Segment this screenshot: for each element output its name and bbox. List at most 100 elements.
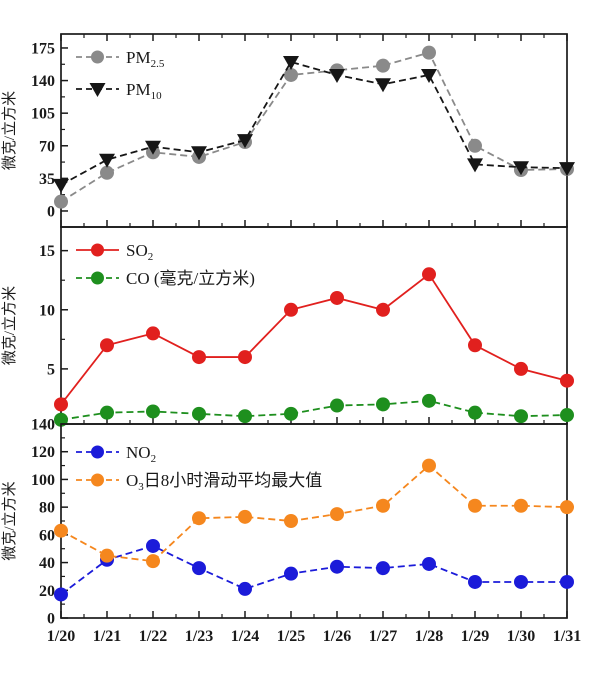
legend-label: CO (毫克/立方米) xyxy=(126,269,255,288)
series-no2-marker xyxy=(54,587,68,602)
y-axis-label: 微克/立方米 xyxy=(1,91,18,170)
series-pm10-marker xyxy=(145,140,161,155)
series-o3-marker xyxy=(192,511,206,526)
legend-marker xyxy=(89,83,106,97)
y-tick-label: 80 xyxy=(39,500,55,517)
series-pm10-marker xyxy=(329,68,345,83)
series-no2-marker xyxy=(238,581,252,596)
series-o3-marker xyxy=(284,514,298,528)
legend-marker xyxy=(91,243,104,257)
y-tick-label: 5 xyxy=(47,361,55,378)
legend-pm10: PM10 xyxy=(76,80,162,102)
y-tick-label: 175 xyxy=(31,40,55,57)
x-tick-label: 1/22 xyxy=(139,628,167,645)
series-so2-marker xyxy=(192,350,206,365)
series-o3-marker xyxy=(514,498,528,513)
series-o3-line xyxy=(60,464,568,563)
series-no2-marker xyxy=(376,561,390,576)
x-tick-label: 1/29 xyxy=(461,628,489,645)
series-co-marker xyxy=(514,409,528,424)
y-tick-label: 20 xyxy=(39,583,55,600)
y-tick-label: 100 xyxy=(31,472,55,489)
y-tick-label: 140 xyxy=(31,417,55,434)
legend-marker xyxy=(91,50,104,64)
series-pm10-marker xyxy=(99,153,115,168)
series-pm10-marker xyxy=(559,162,575,177)
series-o3-marker xyxy=(422,458,436,473)
y-tick-label: 35 xyxy=(39,171,55,188)
series-so2-marker xyxy=(468,338,482,353)
series-o3-marker xyxy=(560,500,574,515)
y-axis-label: 微克/立方米 xyxy=(1,286,18,365)
x-tick-label: 1/27 xyxy=(369,628,397,645)
y-tick-label: 120 xyxy=(31,444,55,461)
series-pm10-marker xyxy=(237,134,253,149)
x-tick-label: 1/28 xyxy=(415,628,443,645)
series-no2-marker xyxy=(468,574,482,589)
legend-label: NO2 xyxy=(126,443,156,465)
legend-pm2.5: PM2.5 xyxy=(76,48,165,70)
series-no2-marker xyxy=(422,556,436,571)
y-tick-label: 60 xyxy=(39,527,55,544)
y-tick-label: 140 xyxy=(31,73,55,90)
series-o3-marker xyxy=(238,509,252,524)
y-tick-label: 15 xyxy=(39,243,55,260)
series-pm2.5-marker xyxy=(100,165,114,180)
x-tick-label: 1/21 xyxy=(93,628,121,645)
x-tick-label: 1/24 xyxy=(231,628,259,645)
series-co-marker xyxy=(192,406,206,421)
series-co-marker xyxy=(422,393,436,408)
series-so2-marker xyxy=(330,290,344,305)
series-pm10-marker xyxy=(191,146,207,161)
series-no2-marker xyxy=(192,561,206,576)
series-co-marker xyxy=(376,397,390,412)
series-co-marker xyxy=(100,405,114,420)
series-pm2.5-marker xyxy=(54,194,68,209)
so2-co-panel: 5 10 15 微克/立方米 SO2 CO (毫克/立方米) xyxy=(1,226,574,427)
legend-so2: SO2 xyxy=(76,241,153,263)
series-no2-marker xyxy=(146,538,160,553)
series-pm2.5-marker xyxy=(468,138,482,153)
series-co-marker xyxy=(146,404,160,419)
series-so2-marker xyxy=(514,361,528,376)
series-no2-marker xyxy=(284,566,298,581)
series-so2-marker xyxy=(100,338,114,353)
series-co-line xyxy=(60,399,568,421)
series-co-marker xyxy=(284,406,298,421)
pm-panel: 0 35 70 105 140 175 微克/立方米 PM2.5 PM10 xyxy=(1,33,575,228)
series-o3-marker xyxy=(330,507,344,522)
series-pm10-marker xyxy=(53,178,69,193)
series-pm10-marker xyxy=(283,55,299,70)
legend-marker xyxy=(91,271,104,285)
series-o3-marker xyxy=(54,523,68,538)
x-tick-label: 1/25 xyxy=(277,628,305,645)
x-tick-label: 1/20 xyxy=(47,628,75,645)
series-pm10-marker xyxy=(421,68,437,83)
y-tick-label: 105 xyxy=(31,106,55,123)
series-pm10-marker xyxy=(375,78,391,93)
series-so2-marker xyxy=(284,302,298,317)
x-tick-label: 1/30 xyxy=(507,628,535,645)
y-axis-label: 微克/立方米 xyxy=(1,481,18,560)
y-tick-label: 40 xyxy=(39,555,55,572)
series-pm2.5-marker xyxy=(422,45,436,60)
series-so2-marker xyxy=(54,397,68,412)
series-co-marker xyxy=(468,405,482,420)
series-no2-line xyxy=(60,544,567,596)
series-o3-marker xyxy=(468,498,482,513)
series-pm10-line xyxy=(60,60,568,186)
series-co-marker xyxy=(330,398,344,413)
series-pm2.5-line xyxy=(60,51,568,203)
x-tick-label: 1/26 xyxy=(323,628,351,645)
series-pm10-marker xyxy=(467,158,483,173)
legend-o3: O3日8小时滑动平均最大值 xyxy=(76,471,322,493)
legend-no2: NO2 xyxy=(76,443,156,465)
series-o3-marker xyxy=(146,554,160,569)
legend-label: PM10 xyxy=(126,80,162,102)
x-tick-label: 1/31 xyxy=(553,628,581,645)
series-pm2.5-marker xyxy=(376,58,390,73)
series-co-marker xyxy=(560,408,574,423)
series-o3-marker xyxy=(100,548,114,563)
